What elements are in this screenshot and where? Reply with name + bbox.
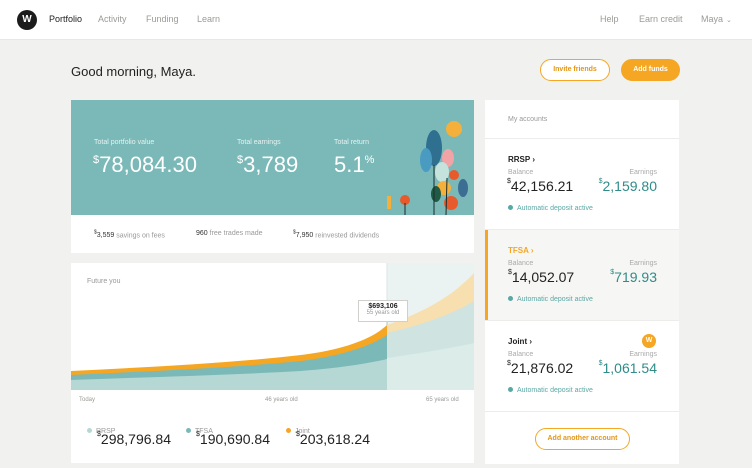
stat-dividends: $7,950 reinvested dividends	[293, 230, 380, 240]
deposit-status: Automatic deposit active	[508, 296, 593, 303]
tfsa-dot-icon	[186, 428, 191, 433]
wealthsimple-logo[interactable]: W	[17, 10, 37, 30]
balance-label: Balance	[508, 260, 534, 267]
tooltip-value: $693,106	[368, 303, 398, 310]
tooltip-age: 55 years old	[366, 310, 400, 316]
account-earnings: $719.93	[610, 269, 657, 285]
wealthsimple-badge-icon: W	[642, 334, 656, 348]
nav-funding[interactable]: Funding	[146, 14, 179, 24]
rrsp-dot-icon	[87, 428, 92, 433]
total-value-label: Total portfolio value	[94, 139, 155, 146]
nav-learn[interactable]: Learn	[197, 14, 221, 24]
legend-rrsp: RRSP $298,796.84	[87, 420, 171, 447]
deposit-status: Automatic deposit active	[508, 205, 593, 212]
account-balance: $14,052.07	[508, 269, 575, 285]
status-dot-icon	[508, 205, 513, 210]
add-account-button[interactable]: Add another account	[535, 428, 630, 450]
total-return: 5.1%	[334, 152, 375, 177]
user-name: Maya	[701, 14, 724, 24]
projection-chart[interactable]	[71, 263, 474, 393]
rrsp-projection	[387, 343, 474, 390]
account-name: RRSP ›	[508, 155, 535, 164]
total-earnings: $3,789	[237, 152, 299, 177]
balance-label: Balance	[508, 351, 534, 358]
joint-dot-icon	[286, 428, 291, 433]
deposit-status: Automatic deposit active	[508, 387, 593, 394]
add-funds-button[interactable]: Add funds	[621, 59, 680, 81]
account-balance: $21,876.02	[507, 360, 574, 376]
legend-joint-value: $203,618.24	[296, 431, 370, 447]
chevron-right-icon: ›	[529, 337, 533, 346]
account-name: Joint ›	[508, 337, 533, 346]
account-balance: $42,156.21	[507, 178, 574, 194]
chevron-right-icon: ›	[530, 246, 534, 255]
stat-savings: $3,559 savings on fees	[94, 230, 165, 240]
chevron-down-icon: ⌄	[726, 17, 732, 24]
stats-row: $3,559 savings on fees 960 free trades m…	[71, 215, 474, 253]
account-name: TFSA ›	[508, 246, 534, 255]
greeting: Good morning, Maya.	[71, 64, 197, 79]
account-earnings: $2,159.80	[598, 178, 657, 194]
earnings-label: Earnings	[629, 351, 657, 358]
axis-65: 65 years old	[426, 397, 459, 403]
account-joint[interactable]: Joint › W Balance Earnings $21,876.02 $1…	[485, 321, 679, 411]
projection-tooltip: $693,106 55 years old	[358, 300, 408, 322]
accounts-panel: My accounts RRSP › Balance Earnings $42,…	[485, 100, 679, 464]
nav-portfolio[interactable]: Portfolio	[49, 14, 83, 24]
legend-joint: Joint $203,618.24	[286, 420, 370, 447]
return-label: Total return	[334, 139, 370, 146]
earnings-label: Earnings	[629, 260, 657, 267]
status-dot-icon	[508, 387, 513, 392]
invite-friends-button[interactable]: Invite friends	[540, 59, 610, 81]
total-value: $78,084.30	[93, 152, 197, 177]
account-earnings: $1,061.54	[598, 360, 657, 376]
earnings-label: Earnings	[629, 169, 657, 176]
status-dot-icon	[508, 296, 513, 301]
portfolio-summary: Total portfolio value $78,084.30 Total e…	[71, 100, 474, 215]
accounts-heading: My accounts	[508, 116, 548, 123]
legend-rrsp-value: $298,796.84	[97, 431, 171, 447]
plant-illustration	[387, 121, 468, 215]
nav-activity[interactable]: Activity	[98, 14, 127, 24]
top-nav: W Portfolio Activity Funding Learn Help …	[0, 0, 752, 40]
nav-earn-credit[interactable]: Earn credit	[639, 14, 683, 24]
legend-tfsa-value: $190,690.84	[196, 431, 270, 447]
legend-tfsa: TFSA $190,690.84	[186, 420, 270, 447]
stat-trades: 960 free trades made	[196, 230, 263, 237]
user-menu[interactable]: Maya ⌄	[701, 14, 732, 24]
divider	[485, 411, 679, 412]
earnings-label: Total earnings	[237, 139, 281, 146]
rrsp-area	[71, 359, 387, 390]
divider	[485, 229, 679, 230]
future-you-card: Future you $693,106 55 years old Today 4…	[71, 263, 474, 463]
balance-label: Balance	[508, 169, 534, 176]
nav-help[interactable]: Help	[600, 14, 619, 24]
future-title: Future you	[87, 278, 121, 285]
axis-today: Today	[79, 397, 96, 403]
divider	[485, 138, 679, 139]
account-rrsp[interactable]: RRSP › Balance Earnings $42,156.21 $2,15…	[485, 139, 679, 229]
account-tfsa[interactable]: TFSA › Balance Earnings $14,052.07 $719.…	[485, 230, 679, 320]
axis-46: 46 years old	[265, 397, 298, 403]
divider	[485, 320, 679, 321]
chevron-right-icon: ›	[532, 155, 535, 164]
